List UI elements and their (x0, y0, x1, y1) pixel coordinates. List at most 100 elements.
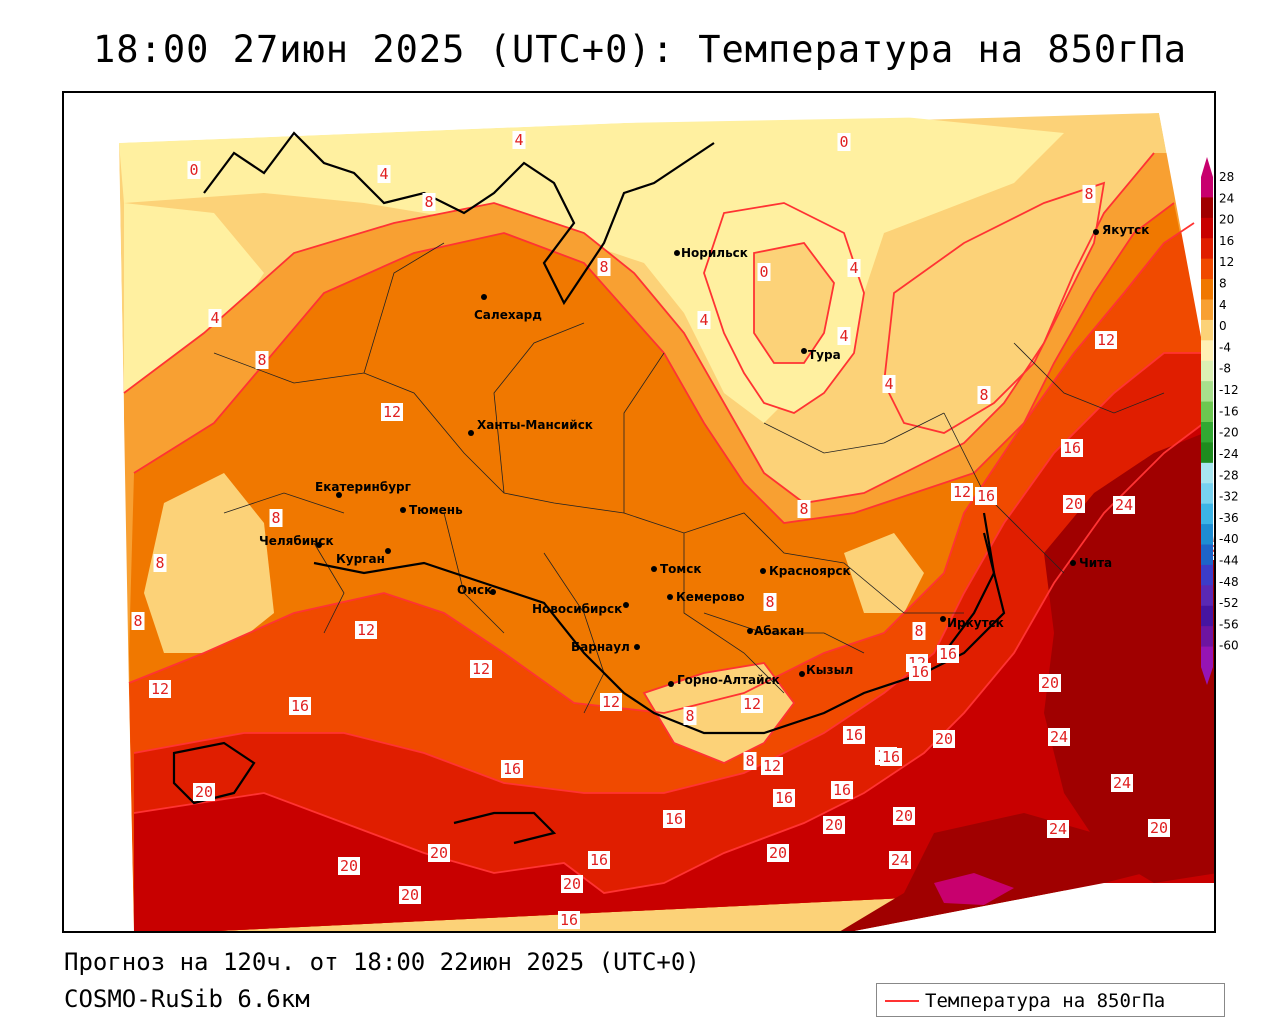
contour-label-bg (1039, 674, 1061, 692)
contour-label-bg (1111, 774, 1133, 792)
colorbar-tick-label: -12 (1219, 383, 1239, 397)
contour-label: 16 (291, 697, 309, 715)
city-label: Якутск (1102, 223, 1149, 237)
contour-label: 8 (424, 193, 433, 211)
contour-label-bg (937, 645, 959, 663)
contour-label: 4 (379, 165, 388, 183)
contour-label-bg (422, 193, 436, 211)
colorbar-tick-label: -56 (1219, 617, 1239, 631)
city-label: Тюмень (409, 503, 463, 517)
city-dot (400, 507, 406, 513)
city-label: Новосибирск (532, 602, 622, 616)
colorbar-swatch (1201, 646, 1213, 668)
contour-label-bg (470, 660, 492, 678)
colorbar-tick-label: -28 (1219, 468, 1239, 482)
city-dot (651, 566, 657, 572)
contour-label-bg (588, 851, 610, 869)
contour-label-bg (149, 680, 171, 698)
contour-label: 20 (1065, 495, 1083, 513)
city-dot (747, 628, 753, 634)
contour-label: 12 (763, 757, 781, 775)
contour-label-bg (831, 781, 853, 799)
city-label: Омск (457, 583, 492, 597)
contour-label: 16 (560, 911, 578, 929)
contour-label: 8 (155, 554, 164, 572)
city-dot (316, 542, 322, 548)
contour-label: 8 (914, 622, 923, 640)
contour-label-bg (977, 386, 991, 404)
contour-label: 16 (939, 645, 957, 663)
legend-label: Температура на 850гПа (925, 990, 1166, 1012)
contour-label-bg (761, 757, 783, 775)
city-label: Абакан (754, 624, 804, 638)
map-legend: Температура на 850гПа (876, 983, 1225, 1017)
colorbar-tick-label: -48 (1219, 575, 1239, 589)
colorbar-tick-label: -20 (1219, 426, 1239, 440)
contour-label-bg (1063, 495, 1085, 513)
contour-label: 8 (257, 351, 266, 369)
contour-label: 20 (1150, 819, 1168, 837)
contour-label-bg (1148, 819, 1170, 837)
contour-label: 12 (953, 483, 971, 501)
contour-label-bg (743, 752, 757, 770)
contour-label-bg (663, 810, 685, 828)
city-label: Тура (808, 348, 841, 362)
city-label: Норильск (681, 246, 748, 260)
contour-label: 12 (151, 680, 169, 698)
contour-label-bg (1113, 496, 1135, 514)
colorbar-swatch (1201, 319, 1213, 341)
contour-label: 24 (1050, 728, 1068, 746)
contour-label-bg (893, 807, 915, 825)
contour-label-bg (269, 509, 283, 527)
colorbar-swatch (1201, 524, 1213, 545)
contour-label: 16 (1063, 439, 1081, 457)
contour-label-bg (823, 816, 845, 834)
colorbar-swatch (1201, 299, 1213, 321)
colorbar-swatch (1201, 401, 1213, 423)
city-dot (667, 594, 673, 600)
contour-label: 16 (775, 789, 793, 807)
contour-label-bg (880, 748, 902, 766)
colorbar-swatch (1201, 197, 1213, 219)
contour-label: 8 (685, 707, 694, 725)
city-dot (634, 644, 640, 650)
colorbar-tick-label: -60 (1219, 639, 1239, 653)
contour-label: 8 (1084, 185, 1093, 203)
city-label: Иркутск (947, 616, 1004, 630)
colorbar-tick-label: -4 (1219, 340, 1231, 354)
contour-label: 16 (882, 748, 900, 766)
contour-label: 24 (891, 851, 909, 869)
contour-label: 20 (430, 844, 448, 862)
legend-line-swatch (885, 1000, 919, 1002)
city-dot (799, 671, 805, 677)
contour-label: 20 (935, 730, 953, 748)
contour-label-bg (1082, 185, 1096, 203)
contour-label: 8 (745, 752, 754, 770)
contour-label: 16 (977, 487, 995, 505)
contour-label: 16 (665, 810, 683, 828)
contour-label-bg (501, 760, 523, 778)
contour-label-bg (355, 621, 377, 639)
contour-label: 20 (895, 807, 913, 825)
contour-label-bg (131, 612, 145, 630)
city-label: Красноярск (769, 564, 851, 578)
contour-label-bg (683, 707, 697, 725)
contour-label-bg (912, 622, 926, 640)
contour-label: 20 (340, 857, 358, 875)
city-label: Горно-Алтайск (677, 673, 780, 687)
colorbar-bottom-arrow (1201, 667, 1213, 685)
city-dot (760, 568, 766, 574)
colorbar-tick-label: -52 (1219, 596, 1239, 610)
contour-label-bg (338, 857, 360, 875)
contour-label-bg (1047, 820, 1069, 838)
contour-label: 20 (563, 875, 581, 893)
contour-label: 8 (765, 593, 774, 611)
contour-label-bg (600, 693, 622, 711)
colorbar-swatch (1201, 340, 1213, 362)
city-dot (674, 250, 680, 256)
contour-label: 12 (743, 695, 761, 713)
contour-label-bg (193, 783, 215, 801)
contour-label: 8 (271, 509, 280, 527)
model-info: COSMO-RuSib 6.6км (64, 985, 310, 1013)
contour-label: 8 (979, 386, 988, 404)
